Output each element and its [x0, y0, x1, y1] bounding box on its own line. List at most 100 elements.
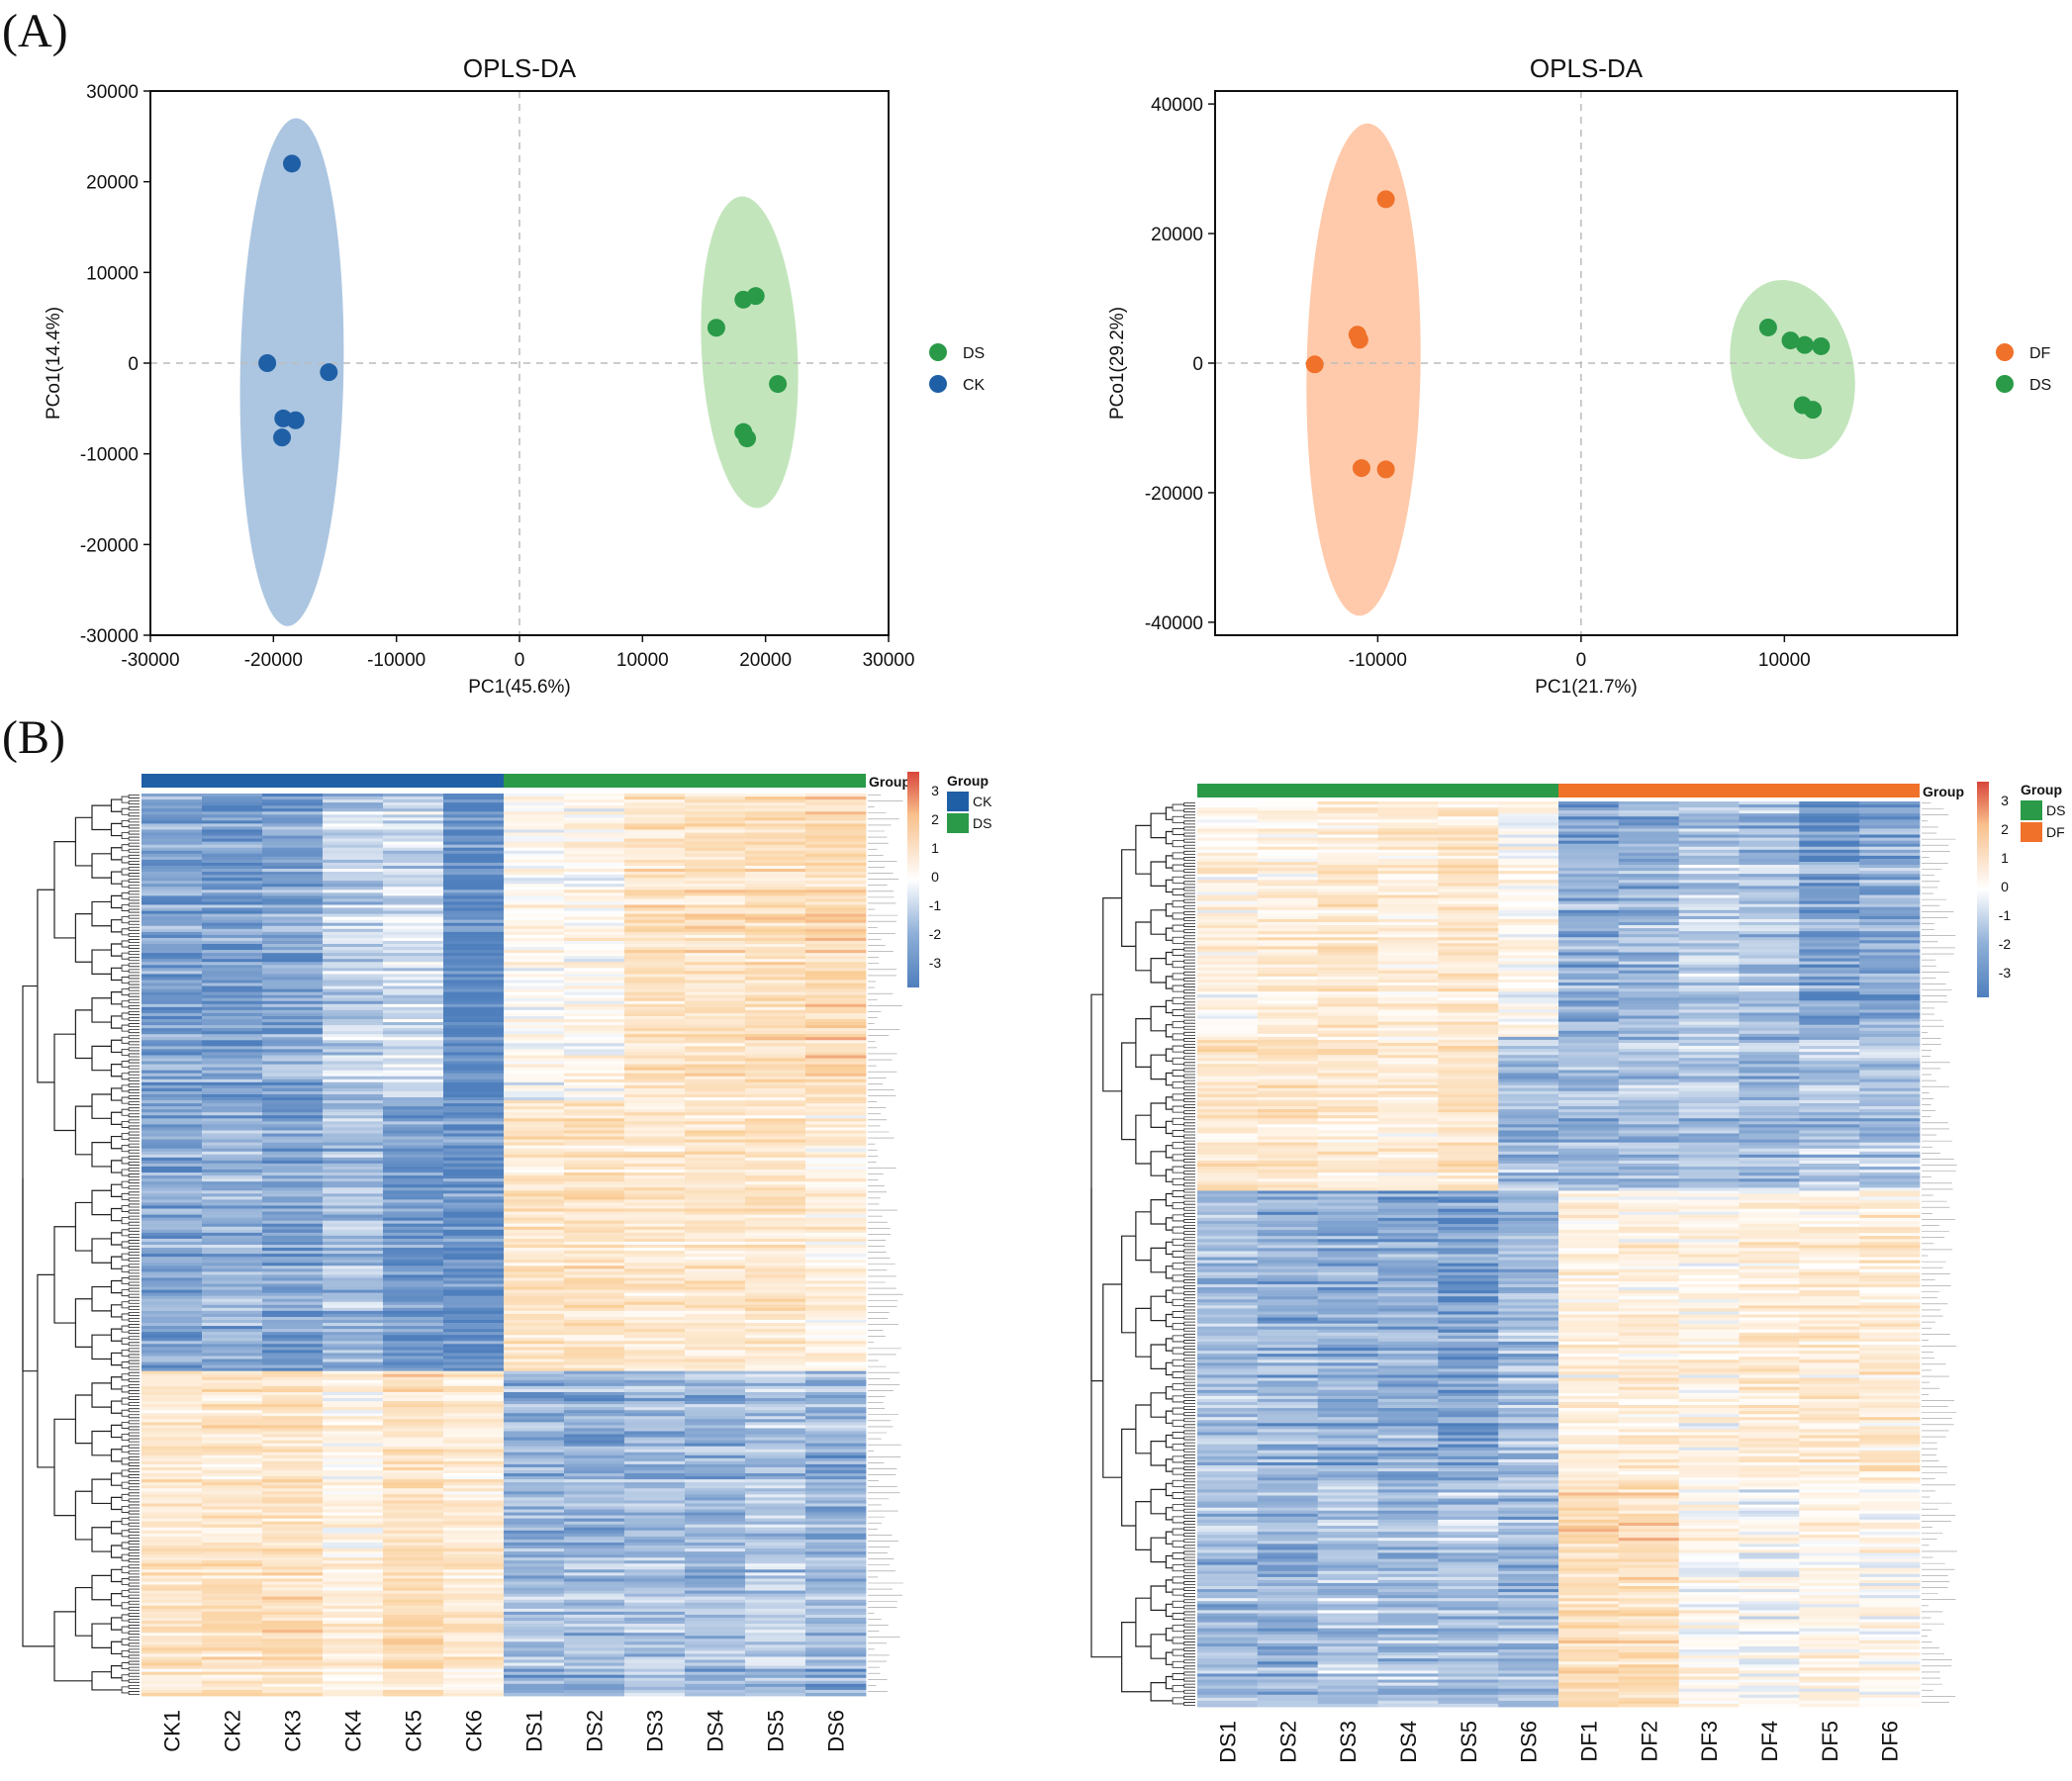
heatmap-cell — [262, 1155, 323, 1158]
dendrogram-branch — [129, 1228, 140, 1231]
chart-title: OPLS-DA — [1530, 53, 1644, 83]
heatmap-cell — [383, 1537, 443, 1540]
heatmap-cell — [745, 1641, 805, 1644]
heatmap-cell — [141, 1365, 202, 1368]
column-label: DS4 — [704, 1710, 728, 1752]
heatmap-cell — [141, 1233, 202, 1236]
heatmap-cell — [504, 845, 564, 848]
heatmap-cell — [443, 1684, 504, 1687]
heatmap-cell — [443, 1025, 504, 1028]
heatmap-cell — [1498, 895, 1558, 898]
heatmap-cell — [745, 992, 805, 995]
dendrogram-branch — [129, 1691, 140, 1694]
heatmap-cell — [262, 1644, 323, 1647]
heatmap-cell — [1197, 901, 1258, 904]
dendrogram-branch — [112, 848, 123, 860]
heatmap-cell — [1558, 980, 1619, 983]
heatmap-cell — [202, 1644, 262, 1647]
heatmap-cell — [1498, 892, 1558, 895]
dendrogram-branch — [112, 823, 123, 835]
heatmap-cell — [685, 1441, 745, 1444]
heatmap-cell — [624, 1666, 685, 1669]
heatmap-cell — [383, 1305, 443, 1308]
heatmap-cell — [805, 929, 866, 932]
heatmap-cell — [1558, 813, 1619, 816]
heatmap-cell — [262, 1052, 323, 1055]
heatmap-cell — [564, 1202, 624, 1205]
heatmap-cell — [564, 1398, 624, 1401]
heatmap-cell — [685, 938, 745, 941]
heatmap-cell — [443, 820, 504, 823]
heatmap-cell — [504, 1320, 564, 1323]
heatmap-cell — [1799, 898, 1859, 901]
heatmap-cell — [564, 1600, 624, 1603]
heatmap-cell — [383, 1097, 443, 1100]
heatmap-cell — [383, 1109, 443, 1112]
heatmap-cell — [1318, 940, 1378, 943]
heatmap-cell — [564, 1227, 624, 1230]
heatmap-cell — [805, 1100, 866, 1103]
heatmap-cell — [141, 826, 202, 829]
dendrogram-branch — [23, 986, 38, 1371]
heatmap-cell — [685, 1627, 745, 1630]
heatmap-cell — [202, 1299, 262, 1302]
heatmap-cell — [141, 1636, 202, 1639]
heatmap-cell — [685, 878, 745, 881]
heatmap-cell — [504, 1458, 564, 1461]
heatmap-cell — [1619, 835, 1679, 838]
heatmap-cell — [564, 1362, 624, 1365]
heatmap-cell — [564, 923, 624, 926]
heatmap-cell — [504, 1522, 564, 1525]
heatmap-cell — [624, 890, 685, 892]
heatmap-cell — [504, 1395, 564, 1398]
legend-label-df: DF — [2029, 345, 2051, 362]
heatmap-cell — [141, 1479, 202, 1482]
heatmap-cell — [504, 1103, 564, 1106]
heatmap-cell — [141, 1052, 202, 1055]
heatmap-cell — [624, 1447, 685, 1450]
heatmap-cell — [443, 1359, 504, 1362]
heatmap-cell — [1258, 828, 1318, 831]
heatmap-cell — [745, 829, 805, 832]
heatmap-cell — [262, 1365, 323, 1368]
heatmap-cell — [805, 1681, 866, 1684]
heatmap-cell — [383, 1059, 443, 1062]
heatmap-cell — [443, 944, 504, 947]
heatmap-cell — [624, 941, 685, 944]
heatmap-cell — [1740, 871, 1800, 874]
heatmap-cell — [685, 1600, 745, 1603]
heatmap-cell — [1498, 943, 1558, 946]
heatmap-cell — [383, 1684, 443, 1687]
heatmap-cell — [383, 1392, 443, 1395]
heatmap-cell — [383, 1287, 443, 1290]
heatmap-cell — [805, 1001, 866, 1004]
heatmap-cell — [624, 1287, 685, 1290]
heatmap-cell — [685, 1311, 745, 1314]
heatmap-cell — [1859, 868, 1920, 871]
heatmap-cell — [685, 1594, 745, 1597]
heatmap-cell — [624, 1615, 685, 1618]
heatmap-cell — [262, 797, 323, 799]
heatmap-cell — [383, 1534, 443, 1537]
heatmap-cell — [383, 1455, 443, 1458]
heatmap-cell — [141, 1624, 202, 1627]
heatmap-cell — [745, 1656, 805, 1659]
heatmap-cell — [745, 1365, 805, 1368]
heatmap-cell — [1498, 904, 1558, 907]
heatmap-cell — [564, 1479, 624, 1482]
heatmap-cell — [1740, 874, 1800, 877]
heatmap-cell — [805, 962, 866, 965]
heatmap-cell — [805, 1359, 866, 1362]
heatmap-cell — [1619, 807, 1679, 810]
y-tick-label: 0 — [128, 354, 139, 375]
dendrogram-branch — [122, 904, 129, 910]
heatmap-cell — [624, 1305, 685, 1308]
heatmap-cell — [1558, 822, 1619, 825]
heatmap-cell — [624, 826, 685, 829]
heatmap-cell — [443, 1371, 504, 1374]
dendrogram-branch — [129, 1054, 140, 1057]
color-scale-label: 0 — [931, 869, 939, 885]
heatmap-cell — [805, 1350, 866, 1353]
heatmap-cell — [383, 1202, 443, 1205]
heatmap-cell — [443, 872, 504, 875]
